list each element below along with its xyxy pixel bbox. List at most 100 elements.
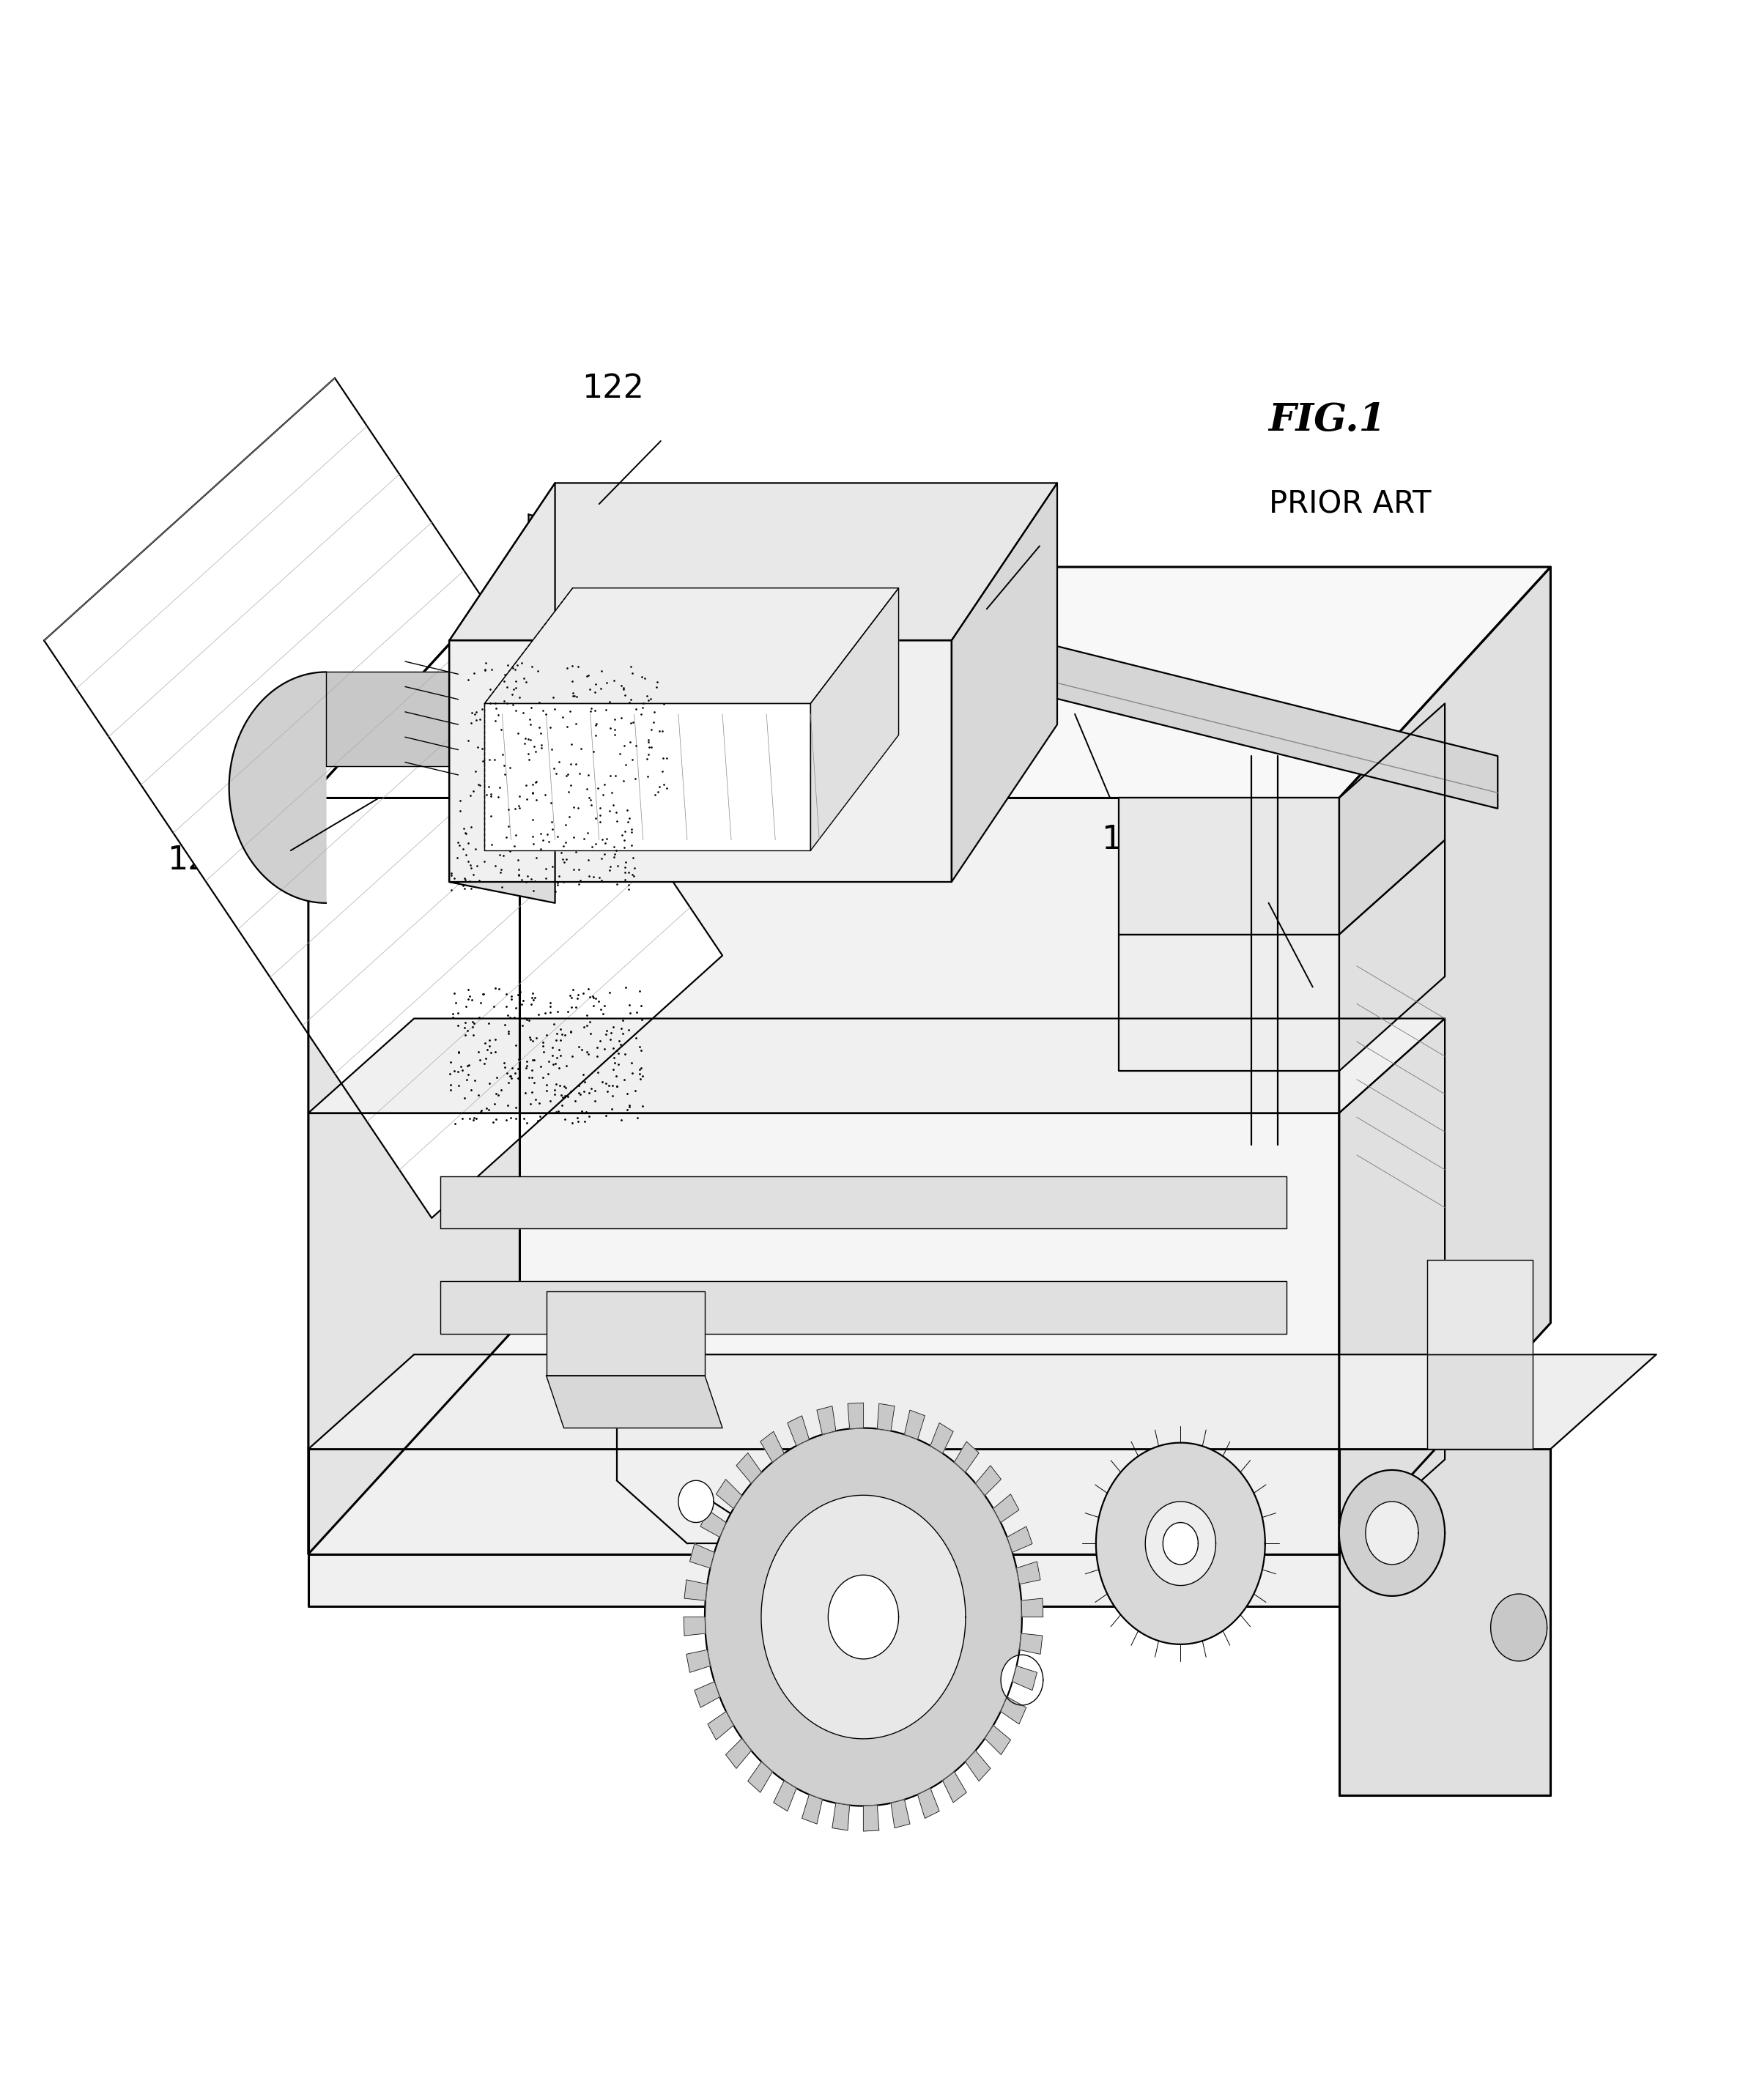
Point	[488, 712, 516, 745]
Point	[522, 1084, 550, 1117]
Point	[511, 1052, 539, 1086]
Point	[529, 1035, 557, 1069]
Point	[462, 695, 490, 729]
Point	[534, 1056, 562, 1090]
Point	[599, 788, 627, 821]
Point	[500, 1002, 529, 1035]
Point	[527, 731, 555, 764]
Point	[504, 716, 532, 750]
Point	[435, 1056, 463, 1090]
Point	[611, 844, 640, 878]
Point	[617, 995, 645, 1029]
Point	[589, 998, 617, 1031]
Point	[507, 647, 536, 680]
Point	[532, 853, 560, 886]
Point	[618, 830, 647, 863]
Polygon shape	[546, 1376, 722, 1428]
Point	[502, 1090, 530, 1124]
Point	[481, 743, 509, 777]
Point	[451, 1082, 479, 1115]
Point	[500, 653, 529, 687]
Point	[581, 668, 610, 701]
Point	[437, 857, 465, 890]
Point	[527, 716, 555, 750]
Point	[550, 865, 578, 899]
Point	[615, 800, 643, 834]
Point	[493, 1056, 522, 1090]
Point	[483, 691, 511, 724]
Point	[583, 1056, 611, 1090]
Point	[486, 771, 515, 804]
Polygon shape	[802, 1795, 823, 1825]
Point	[493, 649, 522, 682]
Point	[490, 838, 518, 871]
Point	[645, 714, 673, 748]
Point	[470, 1046, 499, 1079]
Point	[478, 1035, 506, 1069]
Point	[553, 758, 581, 792]
Polygon shape	[1339, 840, 1445, 1071]
Point	[596, 794, 624, 827]
Point	[618, 815, 647, 848]
Point	[465, 704, 493, 737]
Point	[631, 662, 659, 695]
Point	[601, 838, 629, 871]
Point	[601, 718, 629, 752]
Point	[557, 1075, 585, 1109]
Point	[506, 853, 534, 886]
Point	[603, 1069, 631, 1103]
Point	[606, 1027, 634, 1060]
Point	[462, 754, 490, 788]
Point	[488, 853, 516, 886]
Text: 101: 101	[987, 489, 1048, 519]
Point	[629, 691, 657, 724]
Point	[576, 1071, 604, 1105]
Point	[576, 691, 604, 724]
Point	[467, 1096, 495, 1130]
Point	[599, 1031, 627, 1065]
Point	[620, 859, 648, 892]
Point	[500, 792, 529, 825]
Point	[458, 1010, 486, 1044]
Point	[552, 1102, 580, 1136]
Point	[592, 1098, 620, 1132]
Point	[557, 1014, 585, 1048]
Point	[518, 987, 546, 1021]
Polygon shape	[529, 514, 1498, 808]
Polygon shape	[485, 588, 899, 704]
Point	[590, 1031, 618, 1065]
Point	[544, 1050, 573, 1084]
Point	[601, 712, 629, 745]
Point	[581, 827, 610, 861]
Point	[573, 1008, 601, 1042]
Point	[601, 1046, 629, 1079]
Point	[474, 769, 502, 802]
Point	[583, 1040, 611, 1073]
Point	[652, 741, 680, 775]
Point	[571, 1010, 599, 1044]
Polygon shape	[694, 1682, 719, 1707]
Point	[638, 731, 666, 764]
Point	[581, 676, 610, 710]
Polygon shape	[308, 1449, 1551, 1795]
Point	[592, 693, 620, 727]
Point	[518, 769, 546, 802]
Polygon shape	[308, 1323, 1551, 1554]
Point	[472, 647, 500, 680]
Point	[492, 976, 520, 1010]
Point	[463, 731, 492, 764]
Point	[442, 987, 470, 1021]
Point	[603, 834, 631, 867]
Point	[479, 1105, 507, 1138]
Polygon shape	[943, 1772, 967, 1802]
Point	[555, 800, 583, 834]
Point	[552, 808, 580, 842]
Point	[573, 659, 601, 693]
Point	[613, 804, 641, 838]
Point	[574, 781, 603, 815]
Point	[569, 976, 597, 1010]
Point	[555, 775, 583, 808]
Point	[578, 830, 606, 863]
Point	[518, 691, 546, 724]
Point	[564, 1105, 592, 1138]
